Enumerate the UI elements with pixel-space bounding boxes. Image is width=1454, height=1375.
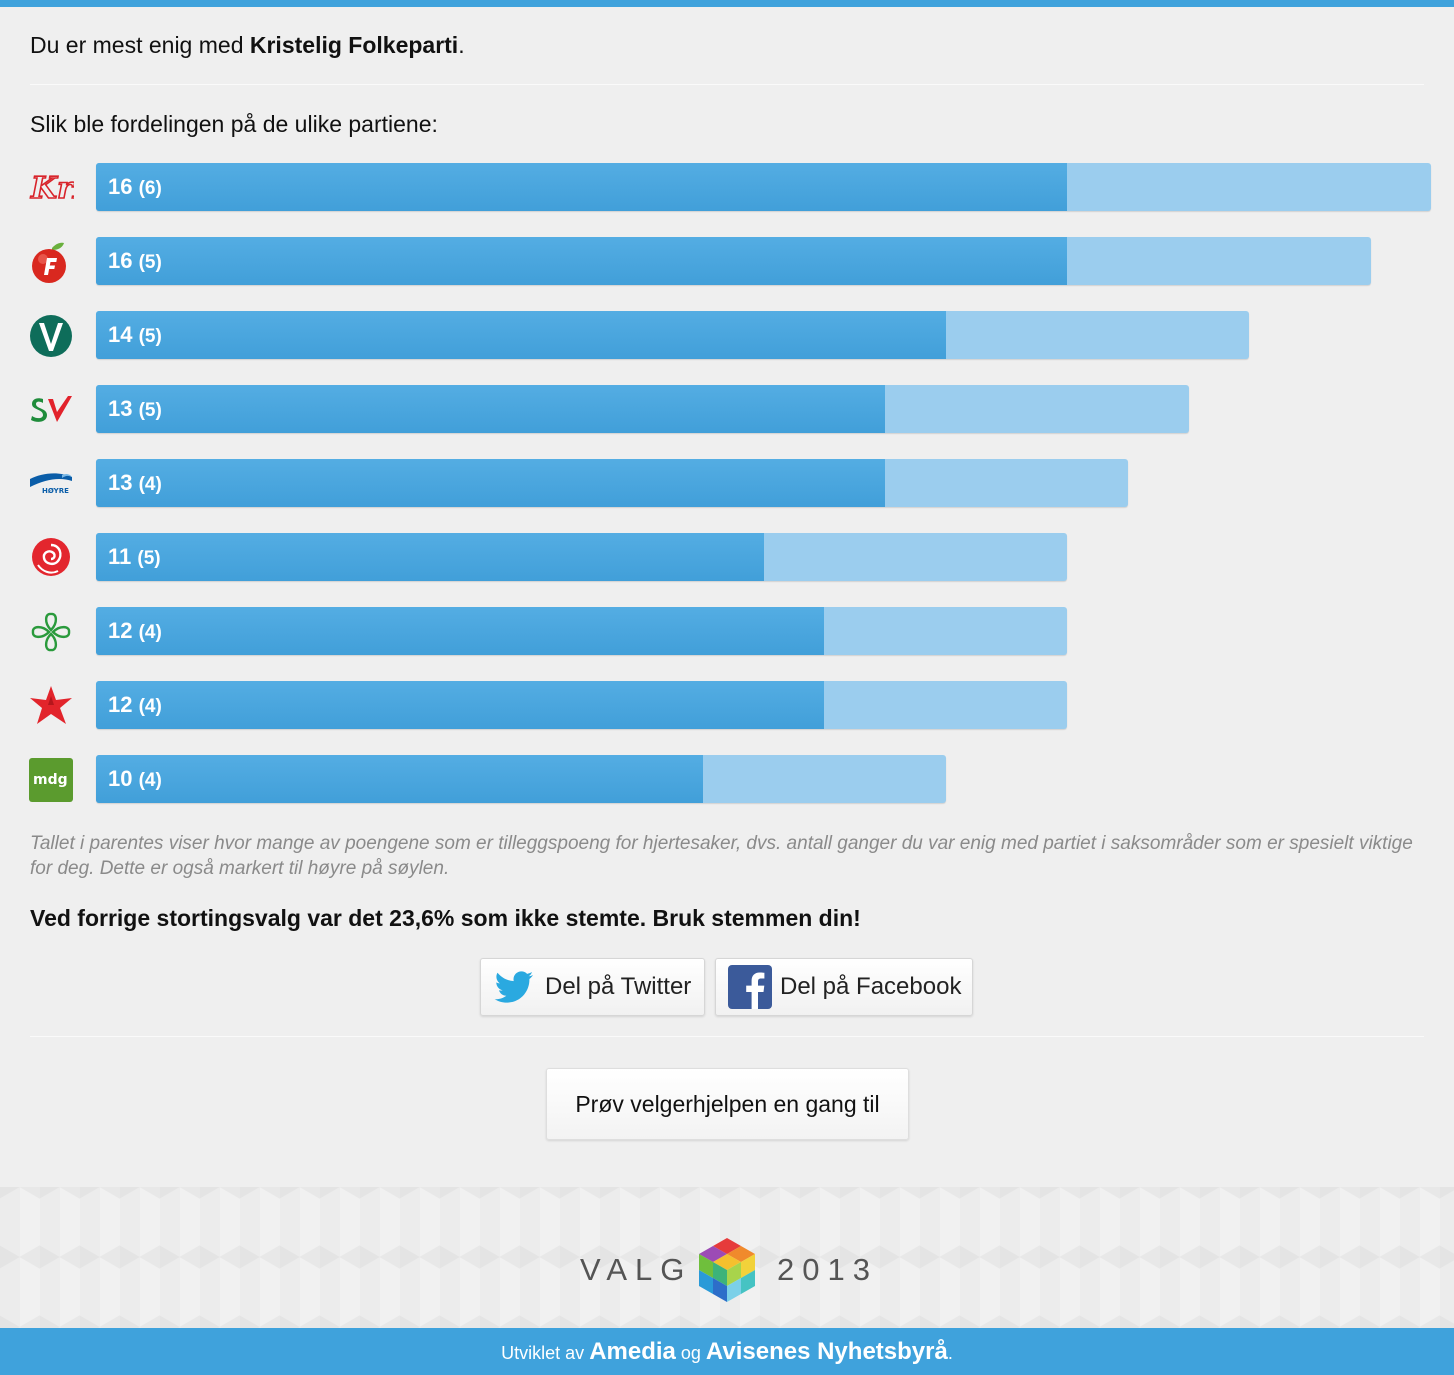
score-bar-track: 14 (5) (96, 311, 1250, 359)
divider (30, 84, 1424, 85)
score-value: 12 (108, 618, 133, 643)
party-row-ap: 11 (5) (0, 533, 1454, 581)
party-row-hoyre: HØYRE 13 (4) (0, 459, 1454, 507)
krf-logo-text: KrF (30, 171, 74, 206)
score-bar-fill (96, 311, 946, 359)
twitter-bird-icon (494, 971, 533, 1003)
credits-middle: og (675, 1343, 706, 1363)
score-bar-track: 11 (5) (96, 533, 1068, 581)
score-bar-track: 13 (5) (96, 385, 1189, 433)
score-value: 16 (108, 174, 133, 199)
score-label: 13 (5) (108, 385, 162, 433)
party-row-sv: 13 (5) (0, 385, 1454, 433)
mdg-logo-icon: mdg (29, 758, 73, 802)
party-row-sp: 12 (4) (0, 607, 1454, 655)
score-value: 14 (108, 322, 133, 347)
top-accent-strip (0, 0, 1454, 7)
heart-points-value: (4) (138, 622, 162, 643)
frp-apple-logo-icon (32, 242, 66, 283)
hoyre-logo-icon: HØYRE (30, 473, 72, 495)
score-bar-fill (96, 533, 764, 581)
heart-points-value: (4) (138, 770, 162, 791)
heart-points-explanation: Tallet i parentes viser hvor mange av po… (30, 833, 1413, 879)
mdg-logo-text: mdg (33, 772, 68, 788)
ap-rose-logo-icon (32, 538, 70, 576)
score-bar-fill (96, 755, 703, 803)
retry-quiz-button[interactable]: Prøv velgerhjelpen en gang til (546, 1068, 909, 1140)
party-row-mdg: mdg 10 (4) (0, 755, 1454, 803)
twitter-button-label: Del på Twitter (545, 973, 692, 1000)
intro-suffix: . (458, 32, 465, 58)
heart-points-value: (4) (138, 474, 162, 495)
credit-ntb: Avisenes Nyhetsbyrå (705, 1338, 948, 1365)
divider (30, 1036, 1424, 1037)
score-label: 14 (5) (108, 311, 162, 359)
score-bar-fill (96, 459, 886, 507)
heart-points-value: (5) (138, 252, 162, 273)
krf-logo-icon: KrF (29, 170, 74, 207)
party-row-frp: 16 (5) (0, 237, 1454, 285)
score-bar-track: 13 (4) (96, 459, 1128, 507)
share-facebook-button[interactable]: Del på Facebook (715, 958, 973, 1016)
score-bar-track: 12 (4) (96, 607, 1068, 655)
score-bar-fill (96, 385, 886, 433)
heart-points-value: (5) (137, 548, 161, 569)
valg-cube-logo-icon (699, 1238, 755, 1302)
credits-footer: Utviklet av Amedia og Avisenes Nyhetsbyr… (0, 1328, 1454, 1375)
score-label: 13 (4) (108, 459, 162, 507)
score-value: 16 (108, 248, 133, 273)
credits-prefix: Utviklet av (501, 1343, 590, 1363)
party-row-rodt: 12 (4) (0, 681, 1454, 729)
turnout-message: Ved forrige stortingsvalg var det 23,6% … (30, 905, 861, 931)
credit-amedia: Amedia (589, 1338, 676, 1365)
score-label: 12 (4) (108, 681, 162, 729)
score-value: 10 (108, 766, 133, 791)
credits-suffix: . (947, 1343, 953, 1363)
heart-points-value: (5) (138, 326, 162, 347)
score-value: 11 (108, 544, 132, 569)
score-label: 11 (5) (108, 533, 161, 581)
score-bar-fill (96, 681, 825, 729)
brand-word-valg: VALG (580, 1252, 693, 1287)
score-value: 12 (108, 692, 133, 717)
sp-clover-logo-icon (31, 612, 71, 652)
facebook-icon (728, 965, 772, 1009)
score-label: 12 (4) (108, 607, 162, 655)
score-bar-track: 10 (4) (96, 755, 946, 803)
sv-logo-icon (31, 396, 72, 422)
venstre-logo-icon (30, 315, 72, 357)
score-bar-fill (96, 607, 825, 655)
score-bar-track: 16 (6) (96, 163, 1432, 211)
share-twitter-button[interactable]: Del på Twitter (480, 958, 705, 1016)
brand-word-year: 2013 (777, 1252, 878, 1287)
distribution-heading: Slik ble fordelingen på de ulike partien… (30, 111, 438, 137)
score-bar-fill (96, 163, 1068, 211)
heart-points-value: (4) (138, 696, 162, 717)
heart-points-value: (6) (138, 178, 162, 199)
intro-prefix: Du er mest enig med (30, 32, 250, 58)
score-label: 16 (6) (108, 163, 162, 211)
score-label: 10 (4) (108, 755, 162, 803)
party-row-venstre: 14 (5) (0, 311, 1454, 359)
score-bar-track: 16 (5) (96, 237, 1371, 285)
score-bar-fill (96, 237, 1068, 285)
party-row-krf: KrF 16 (6) (0, 163, 1454, 211)
score-value: 13 (108, 470, 133, 495)
rodt-star-logo-icon (30, 686, 72, 724)
facebook-button-label: Del på Facebook (780, 973, 962, 1000)
score-label: 16 (5) (108, 237, 162, 285)
hoyre-logo-text: HØYRE (42, 487, 69, 495)
heart-points-value: (5) (138, 400, 162, 421)
result-intro: Du er mest enig med Kristelig Folkeparti… (30, 32, 465, 59)
top-party-name: Kristelig Folkeparti (249, 32, 459, 58)
score-bar-track: 12 (4) (96, 681, 1068, 729)
score-value: 13 (108, 396, 133, 421)
